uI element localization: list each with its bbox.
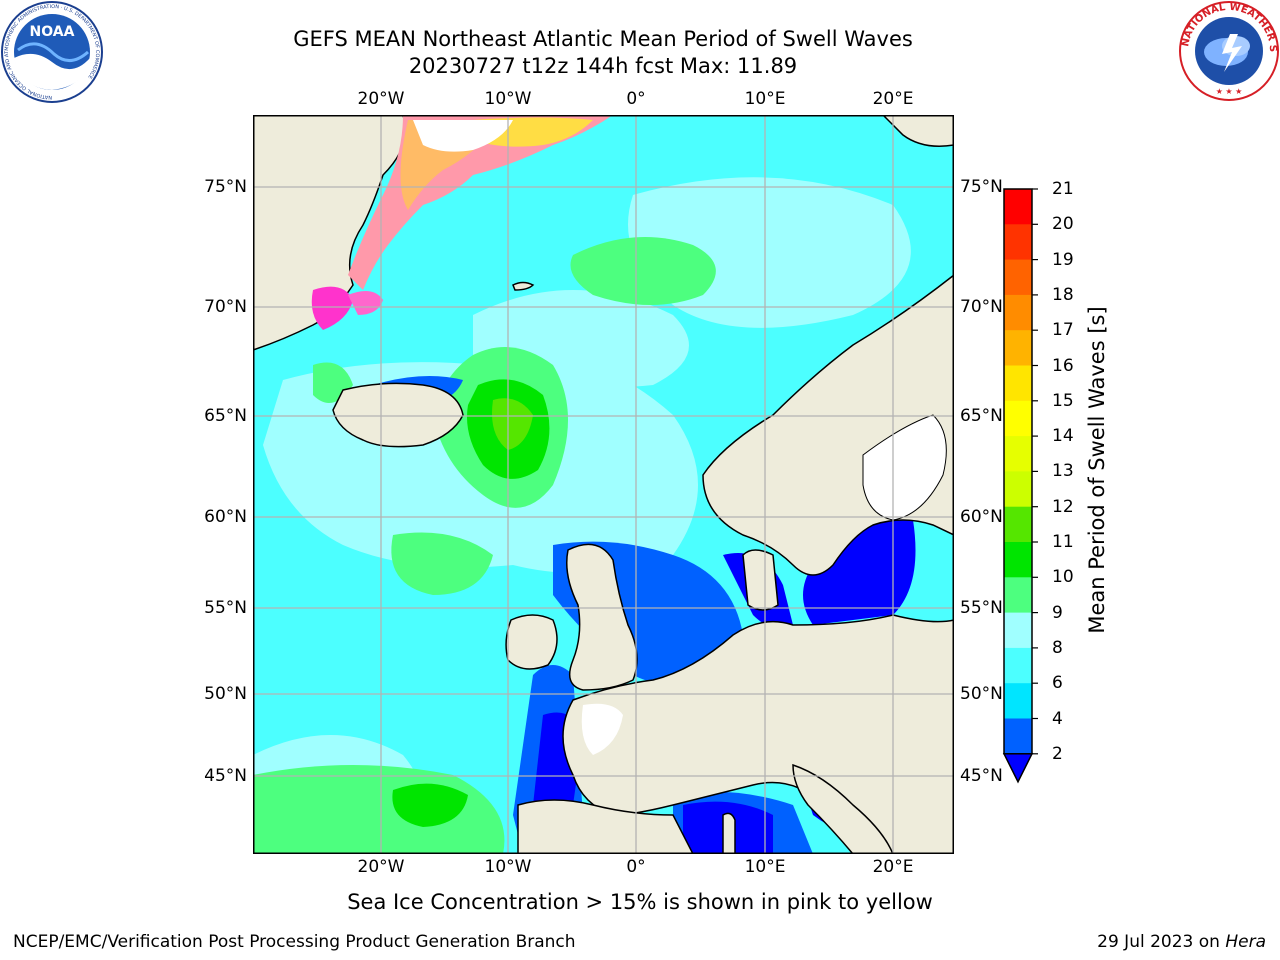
noaa-logo: NOAA NATIONAL OCEANIC AND ATMOSPHERIC AD… bbox=[1, 1, 103, 103]
greenland bbox=[253, 115, 407, 351]
colorbar-tick-label: 9 bbox=[1052, 602, 1063, 623]
colorbar-segment bbox=[1004, 224, 1032, 261]
nws-logo: NATIONAL WEATHER SERVICE ★ ★ ★ bbox=[1178, 0, 1279, 101]
colorbar-segment bbox=[1004, 436, 1032, 472]
map-frame bbox=[253, 115, 954, 854]
no-data-sweden bbox=[862, 414, 947, 521]
colorbar-under-triangle bbox=[1002, 753, 1034, 784]
colorbar-tick-label: 2 bbox=[1052, 743, 1063, 764]
lat-tick-left: 50°N bbox=[204, 684, 247, 704]
period-11-12-region bbox=[492, 398, 533, 450]
no-data-france bbox=[581, 703, 623, 755]
iceland bbox=[332, 382, 464, 448]
graticule bbox=[253, 115, 954, 854]
lon-tick-top: 0° bbox=[626, 89, 646, 109]
colorbar-axis-label: Mean Period of Swell Waves [s] bbox=[1085, 306, 1109, 634]
map-title: GEFS MEAN Northeast Atlantic Mean Period… bbox=[293, 27, 913, 51]
lat-tick-right: 75°N bbox=[960, 177, 1003, 197]
lat-tick-right: 70°N bbox=[960, 297, 1003, 317]
colorbar-segment bbox=[1004, 330, 1032, 366]
colorbar-segment bbox=[1004, 294, 1032, 331]
lat-tick-left: 60°N bbox=[204, 507, 247, 527]
ireland bbox=[505, 614, 558, 670]
colorbar-tick-label: 13 bbox=[1052, 461, 1074, 482]
lon-tick-bottom: 20°E bbox=[872, 857, 914, 877]
colorbar-tick-label: 20 bbox=[1052, 214, 1074, 235]
colorbar-segment bbox=[1004, 647, 1032, 684]
iberia bbox=[517, 799, 694, 854]
footer-host: Hera bbox=[1225, 932, 1266, 952]
colorbar-segment bbox=[1004, 577, 1032, 614]
footer-date: 29 Jul 2023 on Hera bbox=[1097, 932, 1266, 952]
colorbar-tick-label: 10 bbox=[1052, 567, 1074, 588]
colorbar-tick-label: 19 bbox=[1052, 249, 1074, 270]
colorbar-tick-label: 11 bbox=[1052, 532, 1074, 552]
lon-tick-bottom: 20°W bbox=[357, 857, 405, 877]
jan-mayen bbox=[512, 281, 535, 291]
colorbar-tick-label: 8 bbox=[1052, 637, 1063, 658]
lon-tick-top: 20°W bbox=[357, 89, 405, 109]
footer-date-text: 29 Jul 2023 on bbox=[1097, 932, 1226, 952]
colorbar-segment bbox=[1004, 365, 1032, 402]
colorbar-segment bbox=[1004, 718, 1032, 755]
lat-tick-left: 75°N bbox=[204, 177, 247, 197]
svg-text:★ ★ ★: ★ ★ ★ bbox=[1216, 87, 1243, 96]
swell-period-map bbox=[253, 115, 954, 854]
colorbar-tick-label: 21 bbox=[1052, 179, 1074, 199]
sea-ice-caption: Sea Ice Concentration > 15% is shown in … bbox=[347, 890, 933, 914]
italy bbox=[792, 763, 894, 854]
lon-tick-top: 10°W bbox=[484, 89, 532, 109]
lat-tick-right: 60°N bbox=[960, 507, 1003, 527]
colorbar-tick-label: 18 bbox=[1052, 284, 1074, 305]
lon-tick-bottom: 10°W bbox=[484, 857, 532, 877]
colorbar-tick-label: 4 bbox=[1052, 708, 1063, 729]
colorbar-segment bbox=[1004, 506, 1032, 543]
lon-tick-bottom: 10°E bbox=[744, 857, 786, 877]
colorbar-tick-label: 16 bbox=[1052, 355, 1074, 376]
colorbar-tick-label: 17 bbox=[1052, 320, 1074, 341]
lat-tick-right: 45°N bbox=[960, 766, 1003, 786]
colorbar-segment bbox=[1004, 189, 1032, 225]
lat-tick-left: 45°N bbox=[204, 766, 247, 786]
svg-text:NOAA: NOAA bbox=[30, 24, 75, 40]
lat-tick-right: 50°N bbox=[960, 684, 1003, 704]
colorbar-segment bbox=[1004, 612, 1032, 649]
lon-tick-top: 10°E bbox=[744, 89, 786, 109]
corsica-sardinia bbox=[722, 812, 736, 854]
colorbar bbox=[1002, 188, 1038, 784]
colorbar-tick-label: 12 bbox=[1052, 496, 1074, 517]
lat-tick-left: 55°N bbox=[204, 598, 247, 618]
colorbar-segment bbox=[1004, 683, 1032, 719]
lon-tick-bottom: 0° bbox=[626, 857, 646, 877]
lon-tick-top: 20°E bbox=[872, 89, 914, 109]
colorbar-segment bbox=[1004, 542, 1032, 578]
colorbar-tick-label: 15 bbox=[1052, 390, 1074, 411]
colorbar-tick-label: 14 bbox=[1052, 426, 1074, 447]
lat-tick-left: 65°N bbox=[204, 406, 247, 426]
lat-tick-left: 70°N bbox=[204, 297, 247, 317]
map-subtitle: 20230727 t12z 144h fcst Max: 11.89 bbox=[408, 54, 798, 78]
colorbar-segment bbox=[1004, 259, 1032, 296]
colorbar-segment bbox=[1004, 400, 1032, 437]
footer-credit: NCEP/EMC/Verification Post Processing Pr… bbox=[13, 932, 576, 952]
jutland bbox=[742, 549, 779, 611]
lat-tick-right: 65°N bbox=[960, 406, 1003, 426]
colorbar-tick-label: 6 bbox=[1052, 673, 1063, 694]
lat-tick-right: 55°N bbox=[960, 598, 1003, 618]
colorbar-segment bbox=[1004, 471, 1032, 508]
